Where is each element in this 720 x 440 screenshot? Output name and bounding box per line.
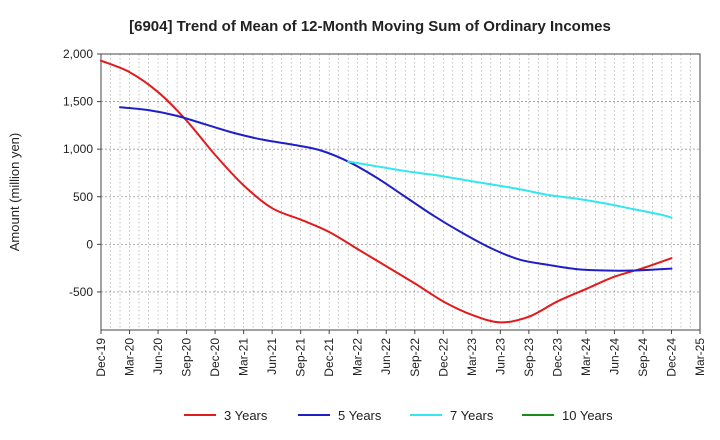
x-tick-label: Sep-24 xyxy=(636,338,650,377)
plot-background xyxy=(101,54,700,330)
x-tick-label: Dec-24 xyxy=(664,338,678,377)
legend: 3 Years 5 Years 7 Years 10 Years xyxy=(184,408,613,423)
x-tick-label: Mar-20 xyxy=(123,338,137,376)
x-tick-label: Dec-22 xyxy=(436,338,450,377)
y-tick-label: 1,000 xyxy=(63,142,93,156)
x-tick-label: Jun-22 xyxy=(379,338,393,375)
x-tick-label: Mar-21 xyxy=(237,338,251,376)
x-tick-label: Dec-21 xyxy=(322,338,336,377)
legend-label-10-years: 10 Years xyxy=(562,408,613,423)
series-line-3-years xyxy=(100,59,673,324)
y-tick-label: 2,000 xyxy=(63,47,93,61)
legend-label-7-years: 7 Years xyxy=(450,408,494,423)
x-tick-label: Jun-20 xyxy=(151,338,165,375)
legend-label-5-years: 5 Years xyxy=(338,408,382,423)
series-line-7-years xyxy=(347,160,673,219)
chart-title: [6904] Trend of Mean of 12-Month Moving … xyxy=(129,18,611,35)
x-tick-label: Mar-25 xyxy=(693,338,707,376)
x-tick-label: Sep-22 xyxy=(408,338,422,377)
x-tick-label: Sep-21 xyxy=(294,338,308,377)
y-tick-label: -500 xyxy=(69,285,93,299)
x-tick-label: Mar-22 xyxy=(351,338,365,376)
y-axis-label: Amount (million yen) xyxy=(7,133,22,252)
y-tick-label: 1,500 xyxy=(63,95,93,109)
legend-label-3-years: 3 Years xyxy=(224,408,268,423)
x-tick-label: Dec-19 xyxy=(94,338,108,377)
x-tick-label: Sep-23 xyxy=(522,338,536,377)
y-tick-label: 500 xyxy=(73,190,93,204)
x-tick-label: Dec-20 xyxy=(208,338,222,377)
plot-area: 2,000 1,500 1,000 500 0 -500 Dec-19 Mar-20 Jun-2… xyxy=(63,47,707,377)
x-tick-label: Jun-23 xyxy=(493,338,507,375)
series-line-5-years xyxy=(119,106,673,272)
plot-border xyxy=(100,53,701,331)
x-tick-label: Sep-20 xyxy=(180,338,194,377)
y-tick-label: 0 xyxy=(86,237,93,251)
x-tick-label: Jun-24 xyxy=(607,338,621,375)
x-tick-label: Dec-23 xyxy=(550,338,564,377)
x-tick-label: Mar-24 xyxy=(579,338,593,376)
x-tick-label: Jun-21 xyxy=(265,338,279,375)
x-tick-label: Mar-23 xyxy=(465,338,479,376)
